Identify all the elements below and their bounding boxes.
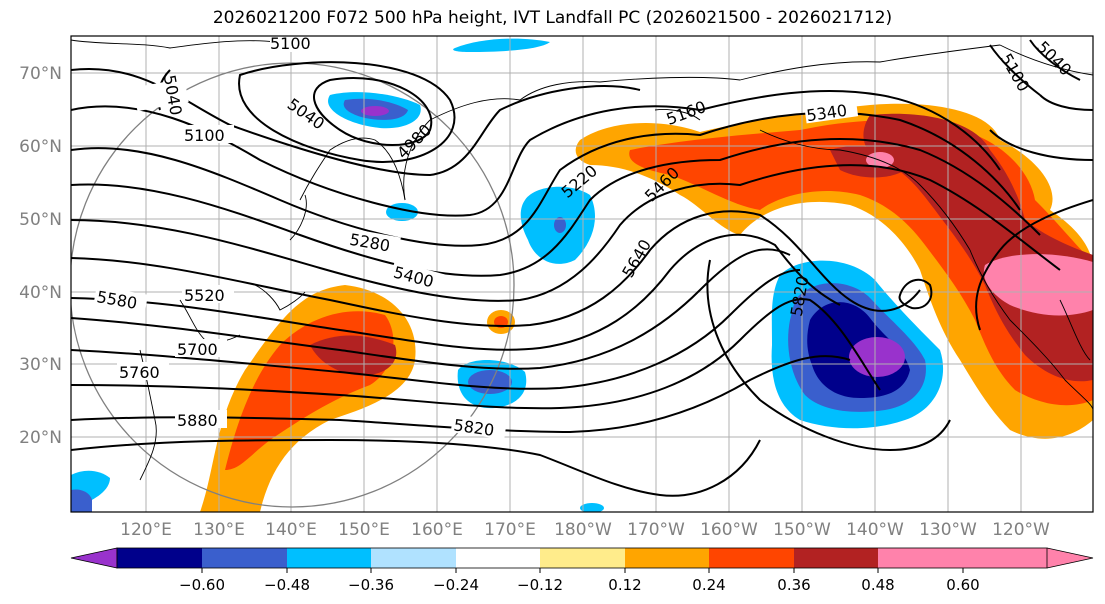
map-frame (70, 35, 1094, 513)
colorbar-swatch (456, 548, 540, 568)
colorbar-extend-high (963, 548, 1093, 568)
lon-label: 120°E (120, 520, 172, 540)
colorbar-swatch (794, 548, 878, 568)
lon-label: 140°E (265, 520, 317, 540)
colorbar-tick-label: 0.24 (692, 576, 725, 594)
colorbar-tick-label: 0.36 (777, 576, 810, 594)
lon-label: 170°E (484, 520, 536, 540)
height-contours (71, 39, 1093, 497)
lon-label: 150°W (773, 520, 831, 540)
contour-label: 5700 (177, 340, 218, 359)
colorbar-tick-label: −0.24 (433, 576, 479, 594)
lon-label: 160°W (700, 520, 758, 540)
colorbar-extend-low (70, 547, 118, 569)
lon-label: 160°E (411, 520, 463, 540)
lat-label: 60°N (19, 137, 62, 157)
contour-label: 5520 (184, 286, 225, 305)
lat-label: 50°N (19, 210, 62, 230)
colorbar-swatch (287, 548, 371, 568)
lon-label: 130°W (919, 520, 977, 540)
range-circle (71, 62, 515, 508)
lat-label: 20°N (19, 428, 62, 448)
colorbar-swatch (878, 548, 963, 568)
colorbar: −0.60 −0.48 −0.36 −0.24 −0.12 0.12 0.24 … (70, 547, 1094, 594)
coastlines (71, 39, 1093, 481)
ivt-shading (71, 38, 1093, 512)
contour-label: 5100 (270, 34, 311, 53)
lat-label: 70°N (19, 64, 62, 84)
colorbar-tick-label: −0.36 (348, 576, 394, 594)
contour-label: 5100 (184, 126, 225, 145)
colorbar-tick-label: 0.12 (608, 576, 641, 594)
colorbar-tick-label: −0.48 (264, 576, 310, 594)
lon-label: 120°W (992, 520, 1050, 540)
contour-label: 5880 (177, 411, 218, 430)
contour-label: 5760 (119, 363, 160, 382)
longitude-labels: 120°E 130°E 140°E 150°E 160°E 170°E 180°… (120, 520, 1050, 540)
colorbar-swatch (540, 548, 625, 568)
map-title: 2026021200 F072 500 hPa height, IVT Land… (212, 8, 893, 28)
colorbar-swatch (202, 548, 287, 568)
colorbar-swatch (117, 548, 202, 568)
lon-label: 170°W (627, 520, 685, 540)
lon-label: 150°E (338, 520, 390, 540)
gridlines (71, 36, 1093, 512)
colorbar-swatch (371, 548, 456, 568)
colorbar-swatch (709, 548, 794, 568)
lon-label: 180°W (554, 520, 612, 540)
lon-label: 140°W (846, 520, 904, 540)
colorbar-tick-label: 0.60 (946, 576, 979, 594)
latitude-labels: 70°N 60°N 50°N 40°N 30°N 20°N (19, 64, 62, 448)
colorbar-swatch (625, 548, 709, 568)
colorbar-tick-label: 0.48 (861, 576, 894, 594)
colorbar-tick-label: −0.60 (179, 576, 225, 594)
contour-labels: 5100 5040 5040 4980 5100 5160 5220 5340 … (93, 34, 1075, 440)
lat-label: 40°N (19, 283, 62, 303)
colorbar-tick-label: −0.12 (517, 576, 563, 594)
lon-label: 130°E (193, 520, 245, 540)
lat-label: 30°N (19, 355, 62, 375)
